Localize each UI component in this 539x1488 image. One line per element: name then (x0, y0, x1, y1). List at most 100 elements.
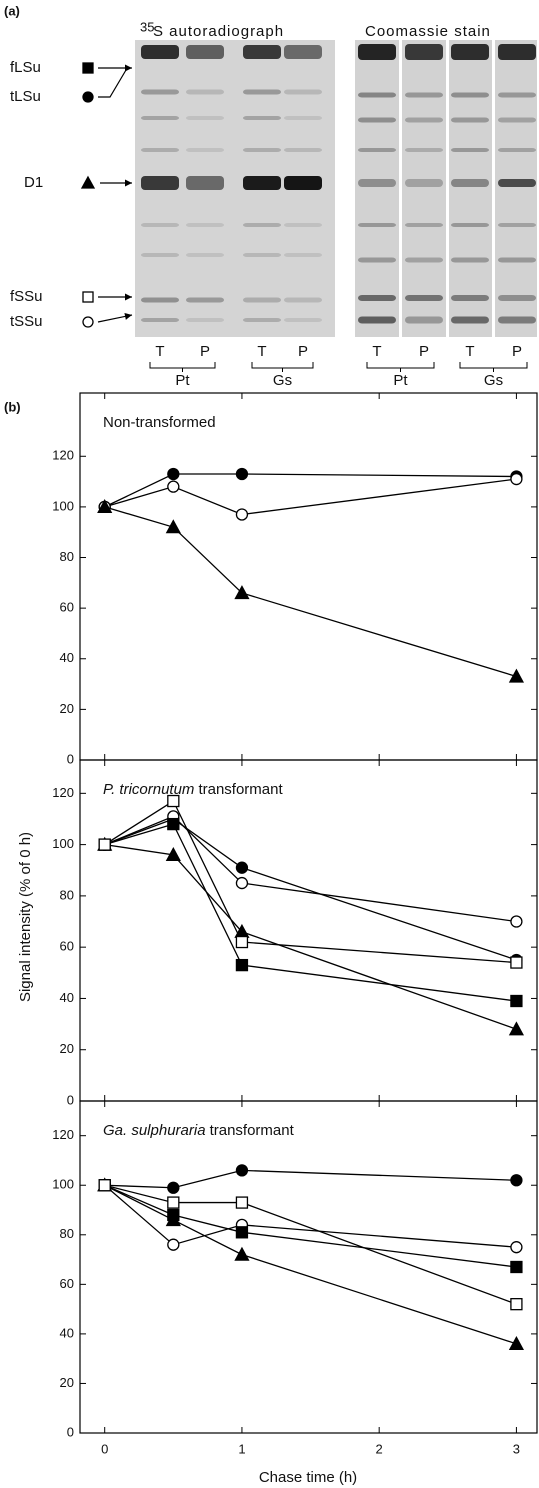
gel-band (405, 317, 443, 324)
y-tick-label: 40 (60, 990, 74, 1005)
chart-title-text: Non-transformed (103, 414, 216, 431)
data-point (511, 1299, 522, 1310)
gel-band (141, 116, 179, 120)
gel-band (451, 93, 489, 98)
x-tick-label: 2 (376, 1441, 383, 1456)
y-tick-label: 0 (67, 751, 74, 766)
gel-band (405, 223, 443, 227)
gel-band (498, 179, 536, 187)
lane-label: T (465, 343, 474, 360)
series-line (105, 474, 517, 507)
series-line (105, 801, 517, 963)
lane-separator (446, 40, 449, 337)
gel-band (498, 44, 536, 60)
gel-band (358, 258, 396, 263)
y-tick-label: 40 (60, 1325, 74, 1340)
gel-band (451, 148, 489, 152)
lane-label: P (200, 343, 210, 360)
gel-band (358, 179, 396, 187)
gel-band (141, 176, 179, 190)
data-point (236, 878, 247, 889)
gel-band (243, 116, 281, 120)
series-line (105, 1185, 517, 1344)
lane-label: P (419, 343, 429, 360)
data-point (511, 957, 522, 968)
data-point (511, 916, 522, 927)
chart-title-text: transformant (198, 781, 283, 798)
data-point (168, 796, 179, 807)
lane-separator (399, 40, 402, 337)
gel-band (405, 179, 443, 187)
y-tick-label: 20 (60, 701, 74, 716)
gel-band (451, 223, 489, 227)
gel-band (243, 45, 281, 59)
gel-band (186, 45, 224, 59)
lane-label: T (257, 343, 266, 360)
gel-band (141, 318, 179, 322)
series-line (105, 1185, 517, 1304)
data-point (168, 819, 179, 830)
data-point (510, 670, 523, 682)
gels (135, 40, 537, 337)
gel-band (141, 298, 179, 303)
gel-band (451, 44, 489, 60)
gel-band (141, 253, 179, 257)
chart-title: P. tricornutumtransformant (103, 781, 283, 798)
series-line (105, 819, 517, 960)
y-tick-label: 40 (60, 650, 74, 665)
data-point (511, 996, 522, 1007)
data-point (99, 1180, 110, 1191)
data-point (236, 1227, 247, 1238)
gel-band (186, 148, 224, 152)
y-tick-label: 60 (60, 1276, 74, 1291)
gel-band (358, 93, 396, 98)
band-label: fSSu (10, 288, 43, 305)
data-point (510, 1023, 523, 1035)
gel-band (451, 118, 489, 123)
gel-band (405, 258, 443, 263)
series-line (105, 816, 517, 921)
data-point (235, 1248, 248, 1260)
gel-band (498, 258, 536, 263)
gel-band (451, 317, 489, 324)
y-tick-label: 0 (67, 1424, 74, 1439)
gel-band (243, 90, 281, 95)
arrow (98, 70, 126, 97)
y-tick-label: 20 (60, 1375, 74, 1390)
chart-title-italic: Ga. sulphuraria (103, 1122, 206, 1139)
series-line (105, 479, 517, 514)
data-point (167, 521, 180, 533)
gel-band (243, 148, 281, 152)
x-tick-label: 1 (238, 1441, 245, 1456)
bracket (367, 362, 434, 368)
lane-separator (492, 40, 495, 337)
data-point (511, 474, 522, 485)
data-point (511, 1262, 522, 1273)
band-label: fLSu (10, 59, 41, 76)
series-line (105, 845, 517, 1030)
series-line (105, 1170, 517, 1187)
x-tick-label: 0 (101, 1441, 108, 1456)
gel-band (405, 148, 443, 152)
gel-band (405, 93, 443, 98)
gel-band (141, 45, 179, 59)
y-tick-label: 20 (60, 1041, 74, 1056)
data-point (168, 481, 179, 492)
data-point (236, 468, 247, 479)
band-marker (82, 177, 94, 188)
group-label: Pt (175, 372, 190, 389)
gel-title: Coomassie stain (365, 23, 491, 40)
y-tick-label: 120 (52, 1127, 74, 1142)
chart-title-text: transformant (210, 1122, 295, 1139)
gel-band (284, 45, 322, 59)
gel-band (451, 258, 489, 263)
bracket (252, 362, 313, 368)
gel-title: S autoradiograph (153, 23, 284, 40)
gel-band (498, 148, 536, 152)
chart-title-italic: P. tricornutum (103, 781, 194, 798)
band-label: D1 (24, 174, 43, 191)
gel-band (141, 148, 179, 152)
chart-title: Non-transformed (103, 414, 216, 431)
group-label: Gs (273, 372, 292, 389)
